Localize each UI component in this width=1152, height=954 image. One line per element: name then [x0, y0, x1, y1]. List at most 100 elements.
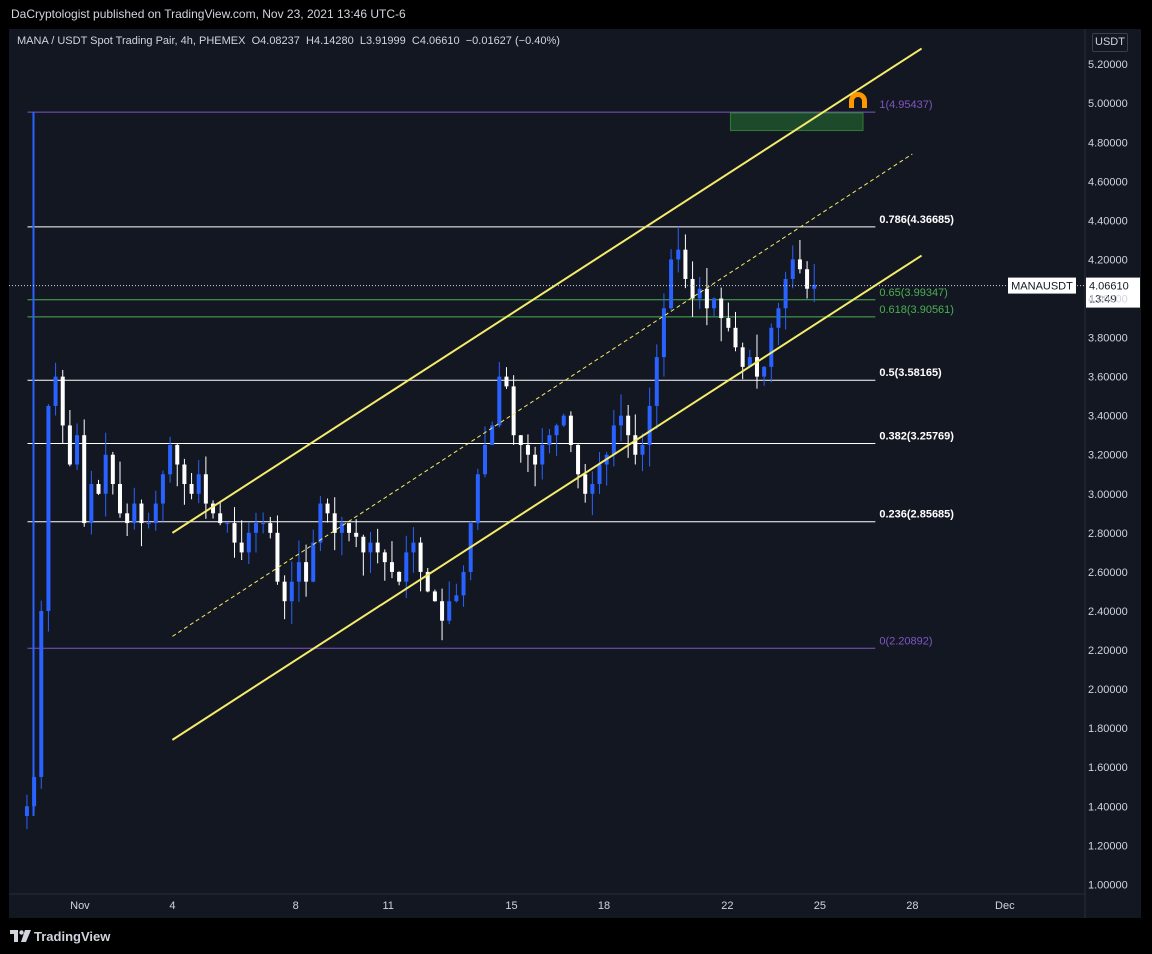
- open-value: 4.08237: [260, 35, 300, 47]
- chart-frame[interactable]: [9, 29, 1141, 918]
- channel-upper-line[interactable]: [171, 47, 923, 534]
- candle-body: [583, 474, 588, 494]
- candle-body: [39, 610, 44, 777]
- candle-body: [597, 464, 602, 485]
- candle-body: [110, 454, 115, 485]
- candle-body: [690, 278, 695, 299]
- candle-body: [67, 425, 72, 465]
- channel-middle-line[interactable]: [172, 153, 913, 637]
- candle-body: [554, 425, 559, 436]
- price-tick-label: 2.00000: [1088, 684, 1128, 696]
- fib-level-label: 1(4.95437): [879, 99, 932, 111]
- candle-body: [504, 376, 509, 387]
- symbol-title: MANA / USDT Spot Trading Pair, 4h, PHEME…: [17, 35, 246, 47]
- candle-body: [196, 474, 201, 494]
- candle-body: [182, 464, 187, 485]
- candle-body: [82, 435, 87, 524]
- candle-body: [683, 249, 688, 279]
- candle-body: [389, 562, 394, 572]
- price-tick-label: 4.60000: [1088, 176, 1128, 188]
- candle-body: [611, 425, 616, 455]
- last-price-label: 4.06610: [1089, 281, 1129, 293]
- time-tick-label: 25: [814, 900, 826, 912]
- target-zone[interactable]: [729, 112, 864, 132]
- candle-body: [540, 444, 545, 465]
- candle-body: [447, 601, 452, 621]
- candle-body: [332, 513, 337, 533]
- candle-body: [647, 405, 652, 445]
- candle-body: [561, 415, 566, 426]
- candle-body: [797, 259, 802, 270]
- candle-body: [640, 444, 645, 455]
- candle-body: [32, 776, 37, 807]
- candle-body: [425, 571, 430, 592]
- price-tick-label: 1.00000: [1088, 879, 1128, 891]
- candle-body: [404, 552, 409, 582]
- candle-body: [432, 591, 437, 602]
- candle-body: [96, 484, 101, 494]
- fib-level-label: 0.65(3.99347): [879, 287, 948, 299]
- open-label: O: [251, 35, 261, 47]
- candle-body: [411, 542, 416, 553]
- price-tick-label: 4.20000: [1088, 254, 1128, 266]
- publisher-bar: DaCryptologist published on TradingView.…: [0, 0, 1152, 28]
- price-tick-label: 3.20000: [1088, 450, 1128, 462]
- candle-body: [89, 484, 94, 524]
- fib-level-label: 0.5(3.58165): [879, 367, 942, 379]
- candle-body: [318, 503, 323, 543]
- candle-body: [618, 415, 623, 426]
- candle-body: [576, 444, 581, 475]
- candle-body: [783, 278, 788, 309]
- candle-body: [304, 562, 309, 582]
- time-tick-label: 28: [906, 900, 918, 912]
- candle-body: [525, 444, 530, 455]
- candle-body: [590, 484, 595, 494]
- candle-body: [769, 327, 774, 367]
- price-tick-label: 4.80000: [1088, 137, 1128, 149]
- low-label: L: [359, 35, 366, 47]
- price-tick-label: 1.80000: [1088, 723, 1128, 735]
- footer-bar: [0, 918, 1152, 954]
- candle-body: [461, 571, 466, 596]
- alert-icon[interactable]: [849, 92, 867, 108]
- time-tick-label: 8: [293, 900, 299, 912]
- fib-retracement[interactable]: 1(4.95437) 0.786(4.36685) 0.65(3.99347) 0.6…: [27, 99, 954, 817]
- candle-body: [382, 552, 387, 563]
- time-tick-label: 15: [505, 900, 517, 912]
- candle-body: [361, 536, 366, 553]
- time-tick-label: 11: [383, 900, 394, 912]
- candle-body: [218, 513, 223, 524]
- candle-body: [117, 484, 122, 514]
- currency-unit-button[interactable]: USDT: [1092, 33, 1128, 52]
- candle-body: [805, 269, 810, 289]
- fib-level-label: 0.382(3.25769): [879, 430, 954, 442]
- candle-body: [368, 542, 373, 553]
- candle-body: [475, 474, 480, 524]
- symbol-tag-box: [1008, 277, 1076, 294]
- candle-body: [239, 542, 244, 553]
- time-axis[interactable]: Nov 4 8 11 15 18 22 25 28 Dec: [9, 893, 1085, 912]
- candle-body: [790, 259, 795, 279]
- candle-body: [754, 357, 759, 377]
- price-axis[interactable]: 1.00000 1.20000 1.40000 1.60000 1.80000 2.000…: [1084, 29, 1128, 918]
- candle-body: [676, 249, 681, 260]
- candle-body: [704, 288, 709, 309]
- candle-body: [375, 542, 380, 553]
- candle-body: [547, 435, 552, 445]
- candles: [24, 226, 817, 830]
- candle-body: [225, 523, 230, 525]
- candle-body: [203, 474, 208, 504]
- symbol-tag-text: MANAUSDT: [1011, 281, 1073, 293]
- candle-body: [747, 357, 752, 367]
- candle-body: [568, 415, 573, 445]
- candle-body: [518, 435, 523, 445]
- candle-body: [46, 405, 51, 611]
- candle-body: [139, 503, 144, 524]
- target-zone-rect[interactable]: [729, 112, 864, 132]
- candle-body: [454, 595, 459, 602]
- price-tick-label: 3.00000: [1088, 489, 1128, 501]
- alert-shape[interactable]: [849, 92, 867, 108]
- channel-lower-line[interactable]: [171, 254, 923, 741]
- parallel-channel[interactable]: [171, 47, 923, 741]
